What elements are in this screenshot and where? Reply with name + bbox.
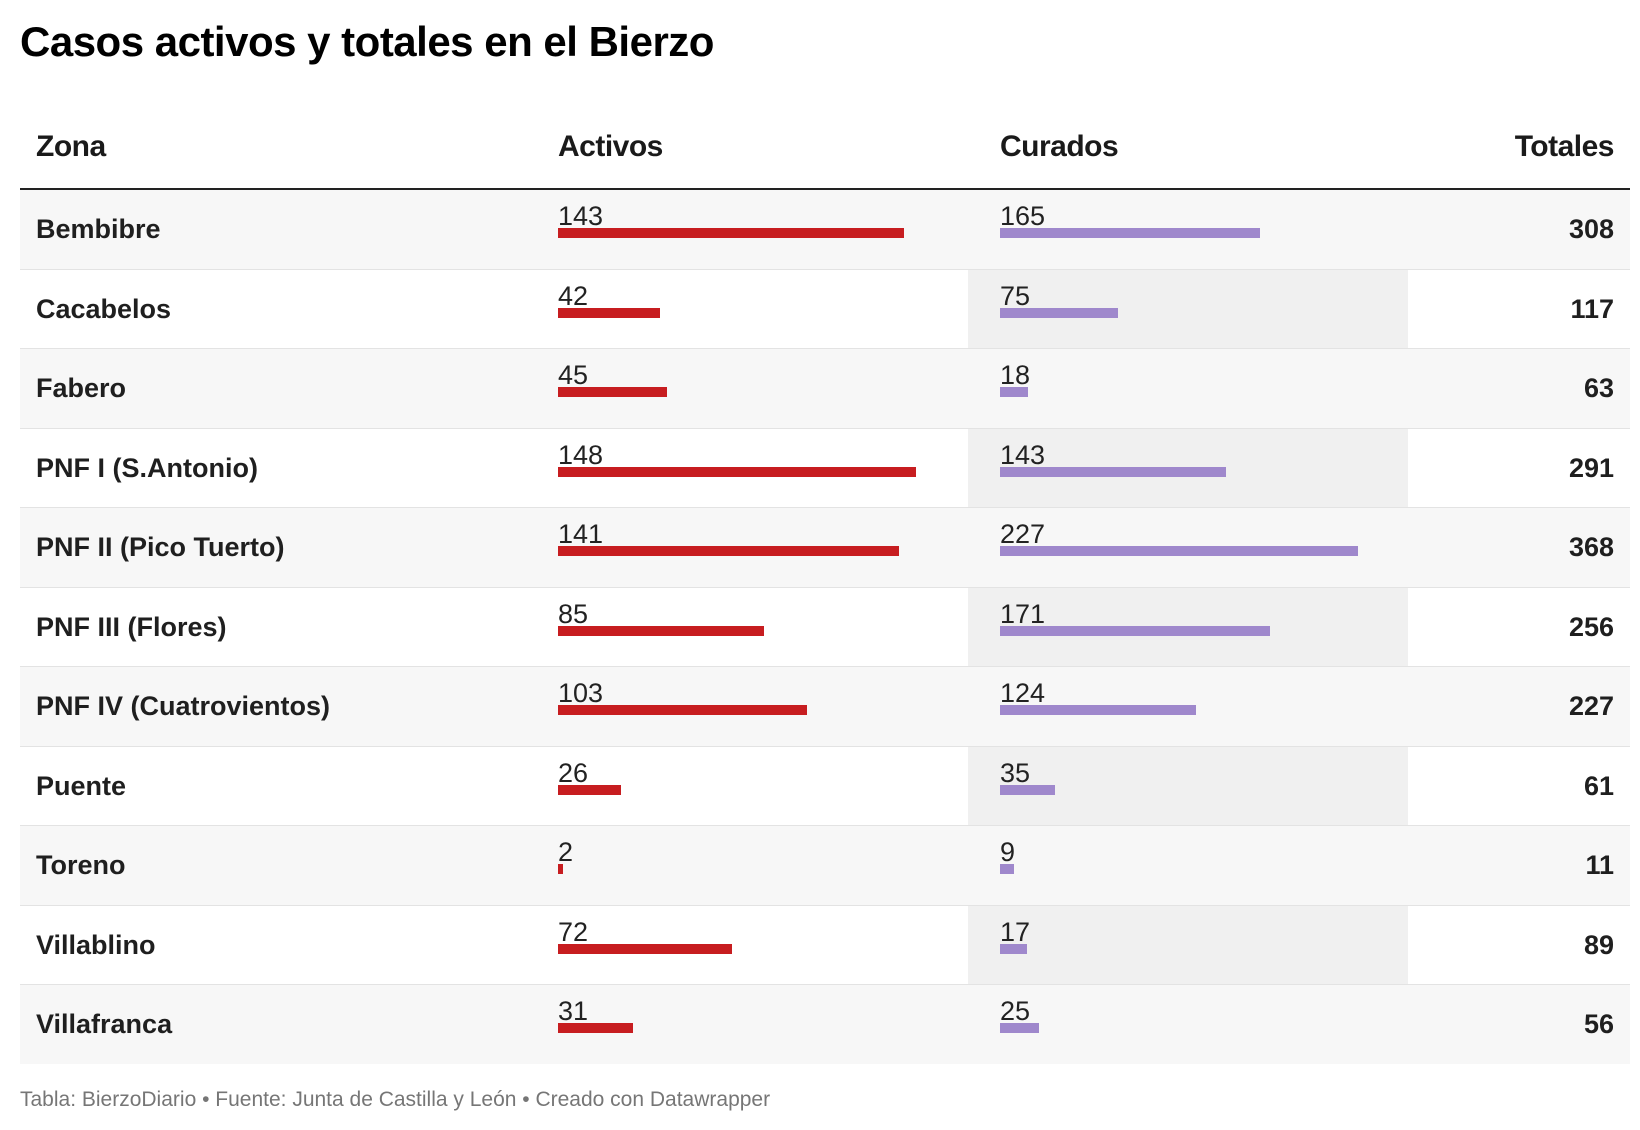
curados-value: 75: [1000, 280, 1031, 311]
activos-value: 103: [558, 678, 604, 708]
curados-bar: [1000, 466, 1226, 477]
table-row: PNF IV (Cuatrovientos) 103 124 227: [20, 667, 1630, 747]
table-row: Villafranca 31 25 56: [20, 985, 1630, 1064]
table-row: Cacabelos 42 75 117: [20, 270, 1630, 349]
activos-value: 141: [558, 519, 604, 549]
activos-bar: [558, 625, 764, 636]
curados-value: 143: [1000, 439, 1046, 470]
curados-bar: [1000, 307, 1119, 318]
table-row: Fabero 45 18 63: [20, 349, 1630, 429]
totales-value: 291: [1568, 452, 1614, 483]
activos-bar: [558, 466, 916, 477]
activos-value: 72: [558, 916, 589, 947]
curados-bar: [1000, 546, 1358, 556]
table-header: Zona Activos Curados Totales: [20, 115, 1630, 190]
activos-value: 42: [558, 280, 589, 311]
zona-cell: PNF III (Flores): [36, 611, 227, 642]
zona-cell: Cacabelos: [36, 293, 172, 324]
activos-bar: [558, 1023, 633, 1033]
activos-bar: [558, 705, 808, 715]
chart-title: Casos activos y totales en el Bierzo: [20, 18, 714, 65]
curados-bar: [1000, 387, 1029, 397]
activos-bar: [558, 943, 733, 954]
activos-bar: [558, 387, 667, 397]
activos-bar: [558, 864, 563, 874]
header-curados[interactable]: Curados: [1000, 130, 1119, 163]
zona-cell: Villablino: [36, 929, 156, 960]
table-row: Villablino 72 17 89: [20, 906, 1630, 985]
curados-value: 35: [1000, 757, 1031, 788]
activos-bar: [558, 784, 621, 795]
curados-value: 227: [1000, 519, 1046, 549]
zona-cell: Fabero: [36, 373, 127, 403]
table-row: PNF III (Flores) 85 171 256: [20, 588, 1630, 667]
curados-value: 25: [1000, 996, 1031, 1026]
zona-cell: PNF II (Pico Tuerto): [36, 532, 285, 562]
header-activos[interactable]: Activos: [558, 130, 663, 163]
zona-cell: Bembibre: [36, 214, 161, 244]
table-row: Toreno 2 9 11: [20, 826, 1630, 906]
table-row: Puente 26 35 61: [20, 747, 1630, 826]
curados-value: 9: [1000, 837, 1016, 867]
activos-value: 45: [558, 360, 589, 390]
curados-bar: [1000, 1023, 1040, 1033]
activos-value: 143: [558, 201, 604, 231]
source-credit: Tabla: BierzoDiario • Fuente: Junta de C…: [20, 1088, 771, 1111]
table-body: Bembibre 143 165 308 Cacabelos 42 75 117 Fabero 4…: [20, 190, 1630, 1064]
activos-value: 31: [558, 996, 589, 1026]
totales-value: 61: [1583, 770, 1614, 801]
curados-bar: [1000, 625, 1270, 636]
activos-bar: [558, 546, 900, 556]
curados-value: 165: [1000, 201, 1046, 231]
totales-value: 256: [1568, 611, 1614, 642]
activos-bar: [558, 228, 904, 238]
totales-value: 63: [1583, 373, 1614, 403]
totales-value: 308: [1568, 214, 1614, 244]
table-row: PNF I (S.Antonio) 148 143 291: [20, 429, 1630, 508]
header-zona[interactable]: Zona: [36, 130, 106, 163]
curados-value: 124: [1000, 678, 1046, 708]
activos-bar: [558, 307, 660, 318]
curados-bar: [1000, 705, 1196, 715]
zona-cell: PNF I (S.Antonio): [36, 452, 258, 483]
table-row: Bembibre 143 165 308: [20, 190, 1630, 270]
zona-cell: PNF IV (Cuatrovientos): [36, 691, 331, 721]
curados-bar: [1000, 864, 1015, 874]
curados-bar: [1000, 784, 1056, 795]
curados-value: 171: [1000, 598, 1046, 629]
activos-value: 148: [558, 439, 604, 470]
data-table: Zona Activos Curados Totales Bembibre 143…: [20, 115, 1630, 1064]
activos-value: 26: [558, 757, 589, 788]
totales-value: 89: [1583, 929, 1614, 960]
header-totales[interactable]: Totales: [1514, 130, 1615, 163]
zona-cell: Puente: [36, 770, 127, 801]
curados-bar: [1000, 943, 1027, 954]
curados-value: 17: [1000, 916, 1031, 947]
activos-value: 2: [558, 837, 574, 867]
totales-value: 227: [1568, 691, 1614, 721]
totales-value: 56: [1583, 1009, 1614, 1039]
zona-cell: Villafranca: [36, 1009, 173, 1039]
zona-cell: Toreno: [36, 850, 126, 880]
activos-value: 85: [558, 598, 589, 629]
totales-value: 117: [1570, 293, 1614, 324]
totales-value: 11: [1585, 850, 1614, 880]
totales-value: 368: [1568, 532, 1614, 562]
curados-value: 18: [1000, 360, 1031, 390]
curados-bar: [1000, 228, 1261, 238]
table-row: PNF II (Pico Tuerto) 141 227 368: [20, 508, 1630, 588]
